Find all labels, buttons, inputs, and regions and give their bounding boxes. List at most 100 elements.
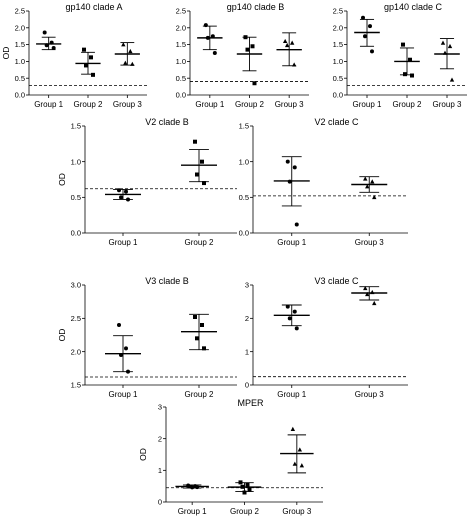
data-point [200,323,204,327]
data-point [128,48,133,54]
y-tick-label: 2 [245,314,249,323]
y-tick-label: 3 [245,281,249,290]
y-axis-label: OD [57,173,67,186]
data-point [84,63,88,68]
x-tick-label: Group 3 [275,100,304,109]
y-tick-label: 0.5 [176,74,186,83]
y-tick-label: 1.0 [15,57,25,66]
data-point [285,159,290,164]
y-tick-label: 0.5 [333,74,343,83]
x-tick-label: Group 1 [109,390,138,399]
y-axis-label: OD [138,448,148,461]
data-point [447,43,453,49]
y-tick-label: 2.0 [333,23,343,32]
data-point [121,42,126,47]
y-tick-label: 2.5 [333,7,343,16]
data-point [285,304,290,309]
y-tick-label: 2.0 [176,23,186,32]
data-point [195,336,199,341]
chart-title: V3 clade B [145,276,189,286]
data-point [449,77,455,82]
y-tick-label: 0 [158,498,162,507]
chart-panel: 0 1 2 3 OD MPER Group 1 Group 2 Group 3 [138,398,323,516]
chart-panel: 0.0 0.5 1.0 1.5 2.0 2.5 gp140 clade B Group 1 Gr… [176,2,309,109]
x-tick-label: Group 1 [353,100,382,109]
data-point [89,55,93,60]
x-tick-label: Group 3 [433,100,462,109]
data-point [410,73,414,78]
data-point [82,47,86,52]
chart-title: V3 clade C [314,276,359,286]
x-tick-label: Group 1 [195,100,224,109]
x-tick-label: Group 2 [185,390,214,399]
y-tick-label: 1.0 [239,157,249,166]
data-point [401,42,405,47]
data-point [190,485,195,490]
data-point [42,30,47,35]
chart-panel: 0.0 0.5 1.0 1.5 V2 clade C Group 1 Group 3 [239,117,408,247]
data-point [370,179,375,184]
data-point [91,72,95,77]
chart-panel: 0.0 0.5 1.0 1.5 2.0 2.5 OD gp140 clade A Group 1… [1,2,147,109]
data-point [193,315,197,319]
y-tick-label: 1.5 [333,40,343,49]
data-point [297,447,303,452]
data-point [403,72,407,77]
data-point [252,81,257,86]
data-point [250,44,255,49]
x-tick-label: Group 2 [235,100,264,109]
y-tick-label: 1 [245,347,249,356]
y-tick-label: 1.5 [71,122,81,131]
data-point [292,461,298,466]
data-point [368,24,372,29]
y-tick-label: 0.0 [71,229,81,238]
data-point [124,189,128,194]
y-tick-label: 0.0 [333,91,343,100]
y-tick-label: 2.5 [71,314,81,323]
chart-title: MPER [237,398,264,408]
data-point [195,485,200,490]
data-point [202,346,206,351]
data-point [287,179,292,184]
chart-panel: 0.0 0.5 1.0 1.5 OD V2 clade B Group 1 Group 2 [57,117,237,247]
data-point [126,369,130,374]
data-point [247,487,252,492]
y-tick-label: 0.5 [239,193,249,202]
y-tick-label: 2.0 [71,347,81,356]
data-point [440,40,446,45]
y-tick-label: 3.0 [71,281,81,290]
data-point [51,45,56,50]
chart-title: V2 clade B [145,117,189,127]
y-tick-label: 3 [158,403,162,412]
data-point [238,480,243,485]
chart-panel: 0 1 2 3 V3 clade C Group 1 Group 3 [245,276,408,399]
data-point [126,197,130,202]
y-axis-label: OD [1,47,11,60]
x-tick-label: Group 3 [282,507,311,516]
y-tick-label: 1.5 [239,122,249,131]
y-tick-label: 2.5 [176,7,186,16]
data-point [124,346,128,351]
chart-panel: 0.0 0.5 1.0 1.5 2.0 2.5 gp140 clade C Group 1 Gr… [333,2,467,109]
y-tick-label: 1.0 [333,57,343,66]
data-point [287,316,292,321]
data-point [44,43,49,48]
data-point [284,42,290,48]
y-tick-label: 0.5 [71,193,81,202]
x-tick-label: Group 1 [178,507,207,516]
data-point [370,289,375,295]
chart-title: gp140 clade A [65,2,122,12]
data-point [119,353,123,357]
data-point [370,49,374,54]
y-tick-label: 0.0 [239,229,249,238]
x-tick-label: Group 2 [393,100,422,109]
data-point [193,139,197,144]
data-point [210,34,215,39]
x-tick-label: Group 1 [277,238,306,247]
data-point [242,490,247,495]
data-point [363,34,367,39]
data-point [202,181,206,186]
data-point [200,159,204,164]
data-point [245,47,250,52]
